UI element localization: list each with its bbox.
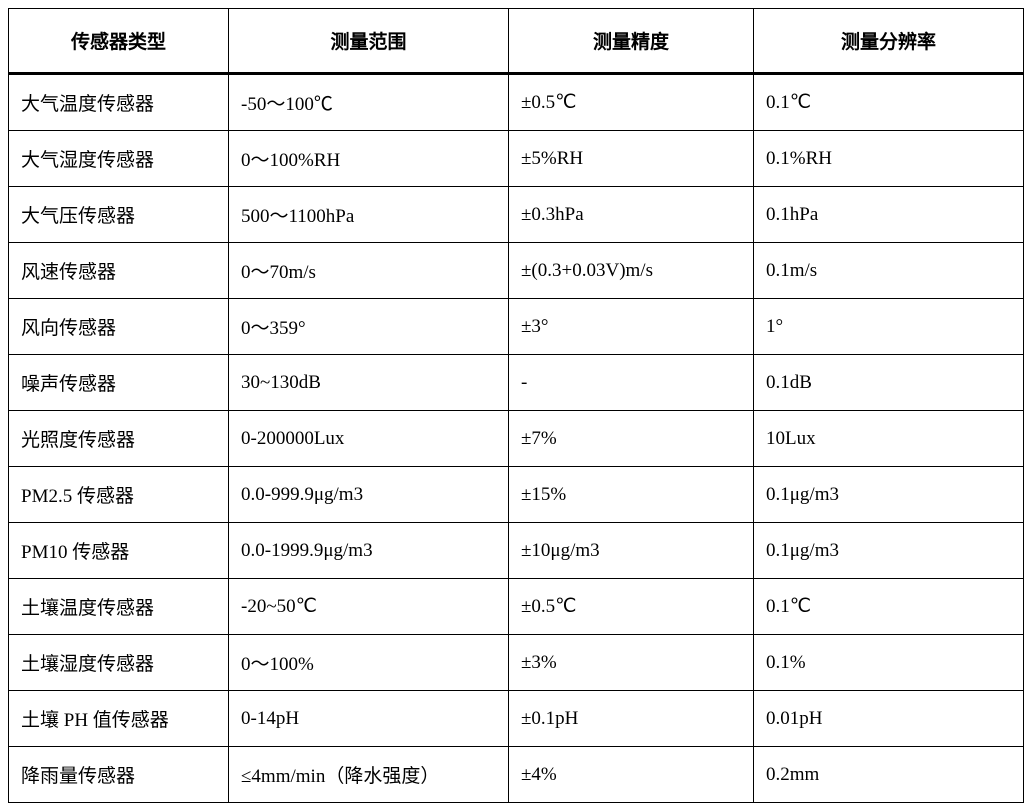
table-cell: 0～100%RH — [229, 131, 509, 187]
table-cell: ±10μg/m3 — [509, 523, 754, 579]
table-cell: 1° — [754, 299, 1024, 355]
table-cell: 大气湿度传感器 — [9, 131, 229, 187]
table-cell: PM10 传感器 — [9, 523, 229, 579]
table-cell: 噪声传感器 — [9, 355, 229, 411]
table-cell: 0～100% — [229, 635, 509, 691]
table-cell: 土壤 PH 值传感器 — [9, 691, 229, 747]
table-cell: 0.1m/s — [754, 243, 1024, 299]
table-row: PM2.5 传感器 0.0-999.9μg/m3 ±15% 0.1μg/m3 — [9, 467, 1024, 523]
table-cell: 土壤温度传感器 — [9, 579, 229, 635]
table-cell: 0.1℃ — [754, 74, 1024, 131]
table-cell: 0.2mm — [754, 747, 1024, 803]
table-header: 传感器类型 测量范围 测量精度 测量分辨率 — [9, 9, 1024, 74]
table-row: 土壤温度传感器 -20~50℃ ±0.5℃ 0.1℃ — [9, 579, 1024, 635]
table-cell: 光照度传感器 — [9, 411, 229, 467]
table-row: 土壤湿度传感器 0～100% ±3% 0.1% — [9, 635, 1024, 691]
table-row: 风向传感器 0～359° ±3° 1° — [9, 299, 1024, 355]
table-row: 噪声传感器 30~130dB - 0.1dB — [9, 355, 1024, 411]
column-header: 测量分辨率 — [754, 9, 1024, 74]
table-cell: PM2.5 传感器 — [9, 467, 229, 523]
table-cell: 30~130dB — [229, 355, 509, 411]
table-row: 降雨量传感器 ≤4mm/min（降水强度） ±4% 0.2mm — [9, 747, 1024, 803]
table-cell: 大气温度传感器 — [9, 74, 229, 131]
sensor-spec-table: 传感器类型 测量范围 测量精度 测量分辨率 大气温度传感器 -50～100℃ ±… — [8, 8, 1024, 803]
table-cell: ±(0.3+0.03V)m/s — [509, 243, 754, 299]
table-cell: 大气压传感器 — [9, 187, 229, 243]
table-row: 风速传感器 0～70m/s ±(0.3+0.03V)m/s 0.1m/s — [9, 243, 1024, 299]
table-cell: ±0.3hPa — [509, 187, 754, 243]
table-cell: 风向传感器 — [9, 299, 229, 355]
table-cell: 0-14pH — [229, 691, 509, 747]
table-cell: 0-200000Lux — [229, 411, 509, 467]
table-cell: 降雨量传感器 — [9, 747, 229, 803]
column-header: 传感器类型 — [9, 9, 229, 74]
table-cell: ±0.5℃ — [509, 579, 754, 635]
table-row: 大气压传感器 500～1100hPa ±0.3hPa 0.1hPa — [9, 187, 1024, 243]
table-cell: - — [509, 355, 754, 411]
table-cell: 0～70m/s — [229, 243, 509, 299]
table-cell: ±3% — [509, 635, 754, 691]
table-cell: -20~50℃ — [229, 579, 509, 635]
table-cell: 0.1dB — [754, 355, 1024, 411]
table-cell: 500～1100hPa — [229, 187, 509, 243]
table-cell: 风速传感器 — [9, 243, 229, 299]
table-cell: ±15% — [509, 467, 754, 523]
table-cell: -50～100℃ — [229, 74, 509, 131]
table-cell: 土壤湿度传感器 — [9, 635, 229, 691]
table-cell: 0.01pH — [754, 691, 1024, 747]
table-cell: 0～359° — [229, 299, 509, 355]
table-cell: ±0.5℃ — [509, 74, 754, 131]
table-cell: 0.0-1999.9μg/m3 — [229, 523, 509, 579]
table-cell: 10Lux — [754, 411, 1024, 467]
table-cell: 0.0-999.9μg/m3 — [229, 467, 509, 523]
table-cell: 0.1μg/m3 — [754, 523, 1024, 579]
table-row: 大气温度传感器 -50～100℃ ±0.5℃ 0.1℃ — [9, 74, 1024, 131]
table-row: 大气湿度传感器 0～100%RH ±5%RH 0.1%RH — [9, 131, 1024, 187]
table-cell: ±3° — [509, 299, 754, 355]
table-cell: 0.1μg/m3 — [754, 467, 1024, 523]
table-cell: ±4% — [509, 747, 754, 803]
table-row: 光照度传感器 0-200000Lux ±7% 10Lux — [9, 411, 1024, 467]
table-cell: ±7% — [509, 411, 754, 467]
column-header: 测量范围 — [229, 9, 509, 74]
table-cell: ±0.1pH — [509, 691, 754, 747]
table-cell: 0.1℃ — [754, 579, 1024, 635]
table-cell: 0.1%RH — [754, 131, 1024, 187]
table-cell: 0.1hPa — [754, 187, 1024, 243]
table-cell: ≤4mm/min（降水强度） — [229, 747, 509, 803]
table-body: 大气温度传感器 -50～100℃ ±0.5℃ 0.1℃ 大气湿度传感器 0～10… — [9, 74, 1024, 803]
table-row: PM10 传感器 0.0-1999.9μg/m3 ±10μg/m3 0.1μg/… — [9, 523, 1024, 579]
table-row: 土壤 PH 值传感器 0-14pH ±0.1pH 0.01pH — [9, 691, 1024, 747]
table-cell: 0.1% — [754, 635, 1024, 691]
table-cell: ±5%RH — [509, 131, 754, 187]
column-header: 测量精度 — [509, 9, 754, 74]
